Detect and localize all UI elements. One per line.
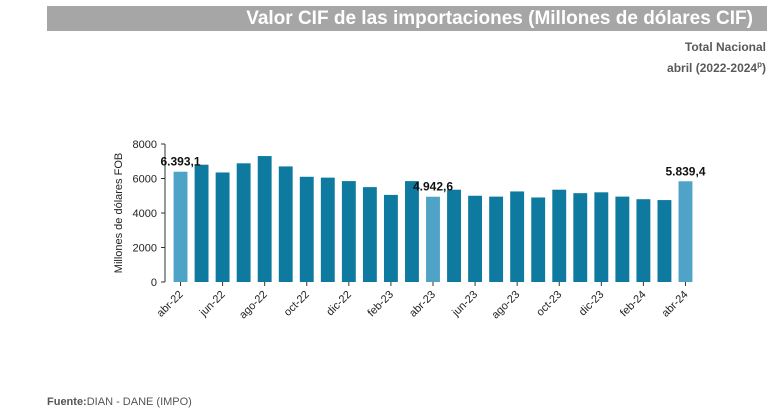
bar bbox=[468, 195, 483, 282]
source-text: DIAN - DANE (IMPO) bbox=[86, 396, 192, 408]
bar bbox=[320, 177, 335, 282]
bar bbox=[383, 194, 398, 282]
bar bbox=[636, 199, 651, 282]
period-text: abril (2022-2024 bbox=[667, 61, 758, 75]
bar bbox=[362, 187, 377, 282]
x-tick-label: jun-23 bbox=[449, 289, 480, 320]
y-tick-label: 6000 bbox=[133, 174, 157, 186]
data-label: 5.839,4 bbox=[665, 164, 705, 178]
bar bbox=[194, 164, 209, 282]
y-tick-label: 8000 bbox=[133, 139, 157, 151]
bar bbox=[426, 196, 440, 282]
bar bbox=[173, 171, 188, 282]
bar bbox=[552, 189, 567, 282]
x-tick-label: abr-24 bbox=[660, 289, 691, 320]
y-tick-label: 0 bbox=[151, 277, 157, 289]
y-axis-title: Millones de dólares FOB bbox=[113, 153, 125, 273]
x-tick-label: ago-22 bbox=[237, 289, 270, 322]
x-tick-label: jun-22 bbox=[197, 289, 228, 320]
chart-title: Valor CIF de las importaciones (Millones… bbox=[47, 6, 767, 31]
source-label: Fuente: bbox=[47, 396, 87, 408]
bar bbox=[257, 156, 272, 282]
bar bbox=[489, 196, 504, 282]
bar bbox=[594, 192, 609, 282]
bar bbox=[299, 176, 314, 282]
bar bbox=[215, 172, 230, 282]
x-tick-label: abr-23 bbox=[407, 289, 438, 320]
bar bbox=[510, 191, 525, 282]
period-close: ) bbox=[762, 61, 766, 75]
y-tick-label: 4000 bbox=[133, 208, 157, 220]
chart-subtitle-region: Total Nacional bbox=[684, 40, 766, 54]
bar bbox=[405, 181, 419, 282]
bar bbox=[573, 193, 588, 282]
x-tick-label: dic-23 bbox=[577, 289, 607, 319]
bar bbox=[341, 181, 356, 282]
bar bbox=[657, 200, 672, 282]
bar bbox=[447, 189, 461, 282]
x-tick-label: oct-22 bbox=[282, 289, 312, 319]
data-label: 6.393,1 bbox=[160, 155, 200, 169]
y-tick-label: 2000 bbox=[133, 243, 157, 255]
x-tick-label: abr-22 bbox=[155, 289, 186, 320]
chart-subtitle-period: abril (2022-2024p) bbox=[667, 60, 766, 75]
x-tick-label: feb-24 bbox=[618, 289, 649, 320]
bar bbox=[531, 197, 546, 282]
period-provisional-mark: p bbox=[757, 60, 762, 69]
bar bbox=[615, 196, 630, 282]
x-tick-label: dic-22 bbox=[324, 289, 354, 319]
source-note: Fuente:DIAN - DANE (IMPO) bbox=[47, 396, 192, 408]
x-tick-label: oct-23 bbox=[534, 289, 564, 319]
x-tick-label: ago-23 bbox=[490, 289, 523, 322]
x-tick-label: feb-23 bbox=[365, 289, 396, 320]
bar bbox=[678, 181, 693, 282]
data-label: 4.942,6 bbox=[413, 180, 453, 194]
bar bbox=[236, 163, 251, 282]
bar bbox=[278, 166, 293, 282]
